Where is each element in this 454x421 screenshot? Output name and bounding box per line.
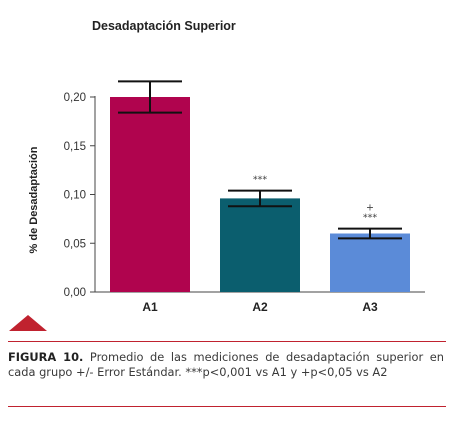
- bar-A1: [110, 97, 190, 292]
- x-tick-label-A1: A1: [142, 300, 158, 314]
- y-axis-label: % de Desadaptación: [28, 146, 40, 253]
- figure-caption: FIGURA 10. Promedio de las mediciones de…: [8, 350, 444, 380]
- figure-caption-text: Promedio de las mediciones de desadaptac…: [8, 350, 444, 379]
- x-tick-label-A2: A2: [252, 300, 268, 314]
- significance-marker-A2-0: ***: [253, 175, 268, 186]
- significance-marker-A3-1: ***: [363, 213, 378, 224]
- bar-A3: [330, 233, 410, 292]
- bar-A2: [220, 198, 300, 292]
- bars: [110, 80, 410, 292]
- y-tick-label-0: 0,00: [64, 287, 86, 299]
- triangle-marker: [9, 315, 47, 331]
- bar-chart: Desadaptación Superior % de Desadaptació…: [28, 19, 425, 314]
- caption-bottom-rule: [8, 406, 446, 407]
- y-tick-label-3: 0,15: [64, 141, 86, 153]
- y-tick-label-1: 0,05: [64, 238, 86, 250]
- y-tick-label-4: 0,20: [64, 92, 86, 104]
- y-tick-label-2: 0,10: [64, 190, 86, 202]
- significance-marker-A3-0: +: [366, 203, 374, 214]
- figure-label: FIGURA 10.: [8, 350, 84, 364]
- annotations: ******+: [253, 175, 378, 224]
- caption-top-rule: [8, 341, 446, 342]
- chart-title: Desadaptación Superior: [92, 19, 236, 33]
- x-tick-label-A3: A3: [362, 300, 378, 314]
